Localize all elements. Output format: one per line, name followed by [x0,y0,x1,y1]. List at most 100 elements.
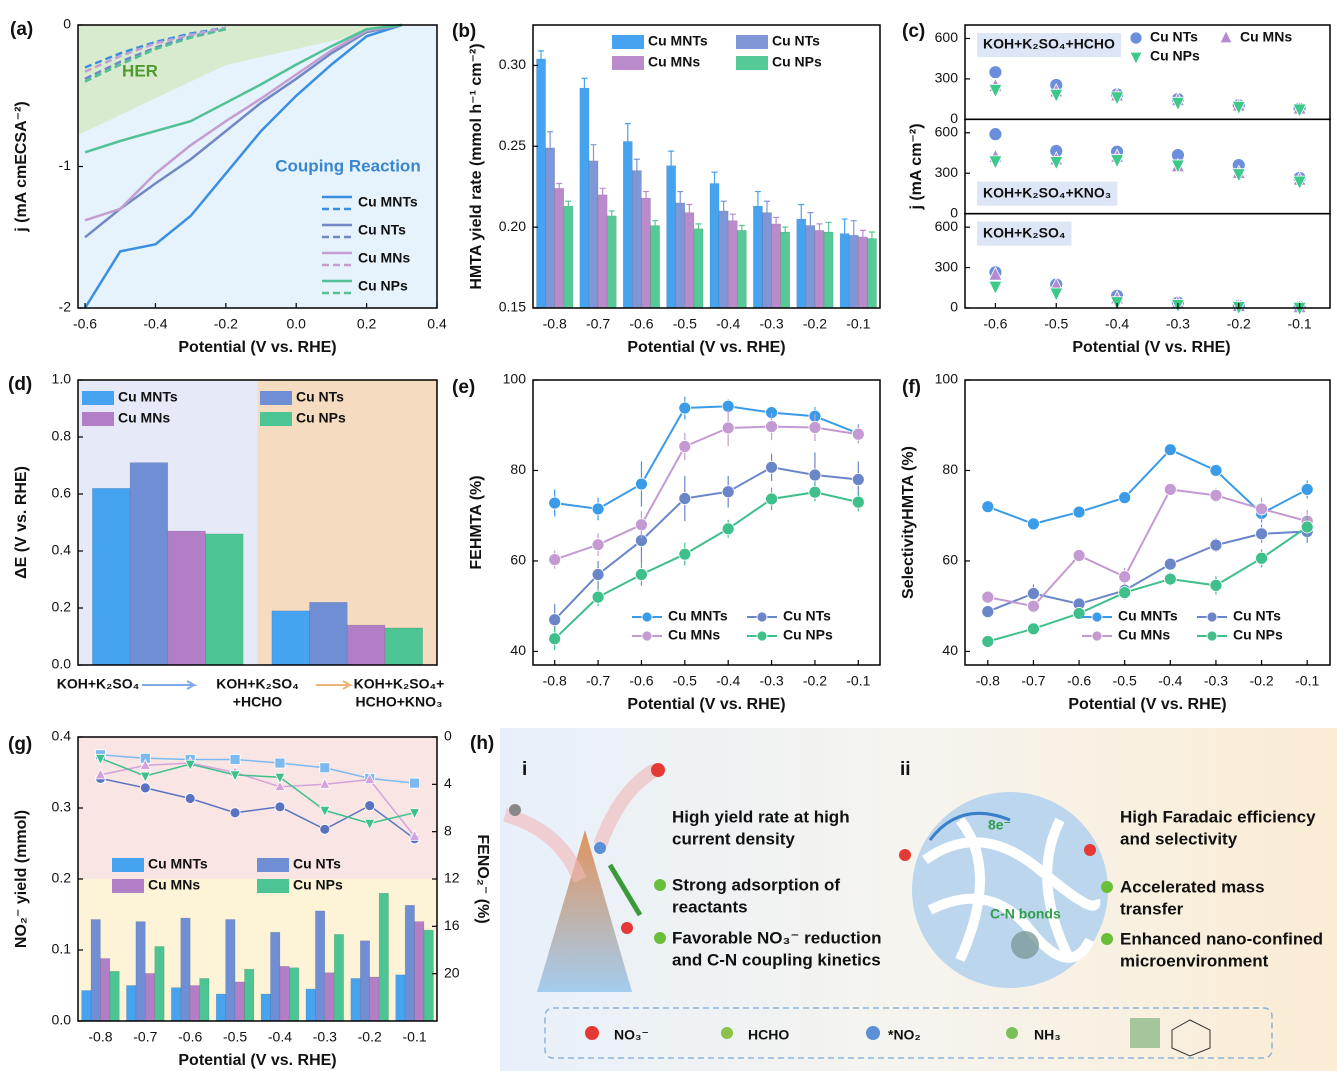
bar [272,611,310,665]
y-tick-label: 0 [950,299,958,315]
y-axis-label: NO₂⁻ yield (mmol) [13,810,30,948]
bar [235,982,244,1021]
bar [200,978,209,1021]
molecule-icon [899,849,911,861]
x-axis-label: Potential (V vs. RHE) [178,1052,336,1069]
marker [549,633,561,645]
panel-label: (g) [8,734,32,755]
marker [1119,571,1131,583]
annotation: HER [122,61,158,80]
bar [92,488,130,665]
x-tick-label: -0.3 [760,316,784,332]
y-tick-label: 300 [935,164,959,180]
x-tick-label: -0.6 [629,673,653,689]
x-tick-label: -0.7 [586,316,610,332]
legend-label: Cu NTs [1150,29,1198,45]
legend-label: Cu NPs [783,627,833,643]
y-tick-label: 1.0 [52,371,72,387]
bar [589,161,598,308]
legend-marker [1130,32,1142,44]
marker [852,496,864,508]
bar [155,946,164,1021]
legend-label: Cu MNs [1118,627,1170,643]
x-group-label: +HCHO [233,694,283,710]
error-bar [764,201,770,212]
legend-label: Cu NPs [293,877,343,893]
diagram-panel: (h) i High yield rate at high current de… [470,728,1337,1071]
marker [410,778,420,788]
error-bar [668,151,674,166]
legend-label: Cu NTs [783,608,831,624]
x-tick-label: -0.1 [1295,673,1319,689]
marker [1027,623,1039,635]
marker [592,591,604,603]
marker [852,428,864,440]
x-tick-label: -0.3 [1166,316,1190,332]
annotation: Couping Reaction [275,156,420,175]
y-tick-label: 20 [444,964,460,980]
part-label: ii [900,759,911,780]
legend-swatch [82,412,114,426]
bar [360,941,369,1021]
legend-label: Cu MNs [118,410,170,426]
marker [1164,444,1176,456]
legend-marker [642,612,652,622]
bar [261,994,270,1021]
y-tick-label: 0.20 [499,218,526,234]
bar [271,932,280,1021]
y-tick-label: 60 [510,552,526,568]
y-tick-label: 0 [63,16,71,32]
x-tick-label: -0.6 [1067,673,1091,689]
bar [772,224,781,308]
error-bar [782,227,788,232]
heading: current density [672,829,795,848]
legend-label: NH₃ [1034,1027,1061,1043]
legend-swatch [260,391,292,405]
marker [1256,503,1268,515]
molecule-icon [594,842,606,854]
bar [632,171,641,308]
molecule-icon [621,922,633,934]
bar [136,922,145,1021]
bar [849,235,858,308]
legend-swatch [82,391,114,405]
panel-label: (a) [10,19,33,40]
marker [1256,552,1268,564]
heading: High Faradaic efficiency [1120,807,1316,826]
legend-label: Cu NPs [296,410,346,426]
legend-label: Cu NTs [1233,608,1281,624]
marker [635,478,647,490]
marker [989,66,1002,79]
error-bar [860,230,866,236]
marker [635,519,647,531]
x-tick-label: -0.8 [543,316,567,332]
legend-label: Cu NTs [772,33,820,49]
x-tick-label: -0.7 [133,1029,157,1045]
y-tick-label: 0.0 [52,656,72,672]
marker [722,486,734,498]
arrow [142,681,194,689]
y-tick-label: 600 [935,124,959,140]
legend-label: Cu MNs [1240,29,1292,45]
legend-icon [721,1027,733,1039]
marker [722,422,734,434]
y-tick-label: 0.15 [499,299,526,315]
legend-marker [1092,612,1102,622]
marker [1164,573,1176,585]
x-group-label: HCHO+KNO₃ [356,694,443,710]
bar [580,88,589,308]
error-bar [600,188,606,194]
bond-label: C-N bonds [990,906,1061,922]
marker [230,808,240,818]
molecule-icon [509,804,521,816]
y-axis-label: HMTA yield rate (mmol h⁻¹ cm⁻²) [468,43,485,289]
part-label: i [522,759,527,780]
marker [766,421,778,433]
legend-swatch [257,879,289,893]
marker [1210,539,1222,551]
error-bar [609,211,615,216]
x-tick-label: -0.4 [716,673,740,689]
marker [982,501,994,513]
bar [598,195,607,308]
x-tick-label: -0.4 [1105,316,1129,332]
